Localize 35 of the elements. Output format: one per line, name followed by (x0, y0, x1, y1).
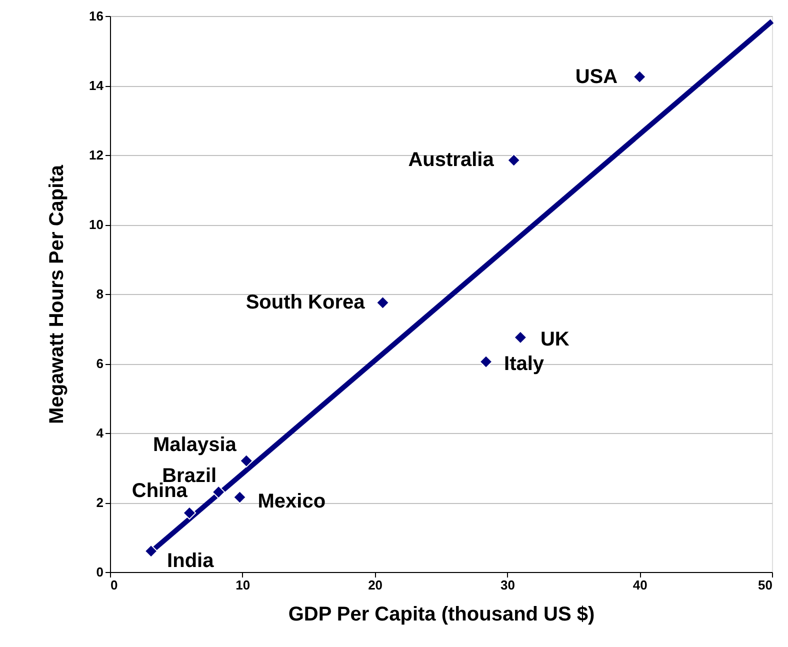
annotation: Australia (408, 149, 495, 172)
x-tick-label: 40 (632, 578, 648, 592)
point (240, 454, 253, 468)
x-tick-label: 10 (236, 578, 250, 592)
point (233, 490, 246, 504)
annotation: Malaysia (152, 434, 238, 456)
y-tick-label: 12 (89, 148, 104, 162)
point (632, 70, 646, 84)
point (212, 485, 226, 499)
y-tick-label: 2 (96, 495, 104, 510)
point (507, 154, 520, 167)
y-tick-label: 4 (96, 426, 104, 440)
y-tick-label: 16 (89, 8, 104, 24)
annotation: South Korea (246, 292, 366, 314)
annotation: UK (540, 328, 570, 350)
x-tick-label: 50 (758, 578, 772, 592)
point (182, 506, 196, 520)
y-tick-label: 0 (96, 564, 104, 580)
annotation: Italy (504, 352, 545, 375)
annotation: Mexico (258, 490, 326, 512)
annotation: USA (575, 66, 618, 88)
y-tick-label: 10 (89, 217, 104, 232)
point (376, 296, 390, 310)
y-axis-title: Megawatt Hours Per Capita (46, 164, 68, 424)
x-tick-label: 0 (110, 578, 118, 592)
point (514, 330, 528, 344)
x-tick-label: 30 (500, 578, 515, 592)
point (144, 544, 158, 558)
y-tick-label: 14 (89, 78, 104, 93)
annotation: India (167, 550, 215, 572)
point (479, 355, 493, 368)
y-tick-label: 8 (96, 286, 104, 302)
x-axis-title: GDP Per Capita (thousand US $) (288, 604, 595, 626)
y-tick-label: 6 (96, 356, 104, 371)
x-tick-label: 20 (368, 578, 383, 592)
